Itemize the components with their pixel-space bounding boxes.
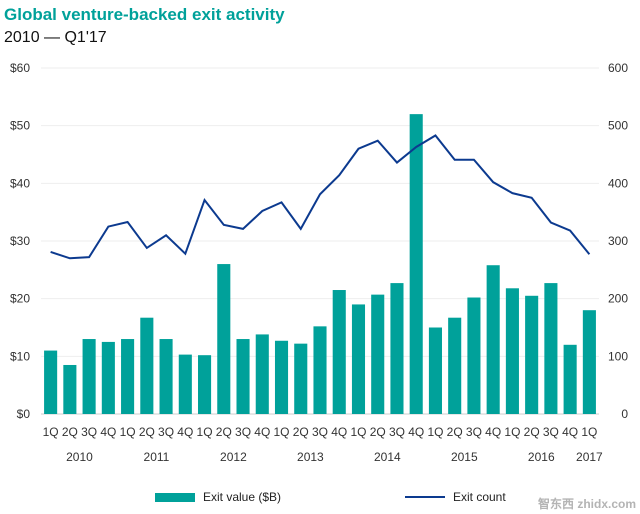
year-label: 2011	[144, 450, 170, 464]
right-tick-label: 500	[608, 119, 628, 133]
bar	[409, 114, 423, 414]
bar	[159, 339, 173, 414]
x-tick-label: 2Q	[216, 425, 232, 439]
x-tick-label: 1Q	[197, 425, 213, 439]
x-tick-label: 1Q	[581, 425, 597, 439]
x-tick-label: 4Q	[562, 425, 578, 439]
bar	[448, 317, 462, 414]
bar	[82, 339, 96, 414]
bar	[140, 317, 154, 414]
legend-swatch-bar	[155, 492, 195, 502]
x-tick-label: 1Q	[43, 425, 59, 439]
legend-label: Exit count	[453, 490, 506, 504]
left-tick-label: $60	[10, 61, 30, 75]
bar	[198, 355, 212, 414]
x-tick-label: 1Q	[120, 425, 136, 439]
x-tick-label: 3Q	[81, 425, 97, 439]
x-tick-label: 4Q	[100, 425, 116, 439]
bar	[313, 326, 327, 414]
year-label: 2015	[451, 450, 478, 464]
right-tick-label: 600	[608, 61, 628, 75]
bar	[274, 340, 289, 414]
left-tick-label: $20	[10, 292, 30, 306]
bar	[563, 344, 577, 414]
x-tick-label: 3Q	[312, 425, 328, 439]
bar	[255, 334, 269, 414]
bar	[525, 295, 539, 414]
legend-item-exit-value: Exit value ($B)	[155, 490, 281, 504]
left-tick-label: $30	[10, 234, 30, 248]
legend-label: Exit value ($B)	[203, 490, 282, 504]
x-tick-label: 1Q	[350, 425, 366, 439]
bar	[544, 283, 558, 414]
x-tick-label: 4Q	[177, 425, 193, 439]
x-tick-label: 4Q	[254, 425, 270, 439]
x-tick-label: 1Q	[427, 425, 443, 439]
bar	[351, 304, 366, 414]
left-tick-label: $50	[10, 119, 30, 133]
bar	[178, 354, 192, 414]
year-label: 2016	[528, 450, 555, 464]
x-tick-label: 2Q	[139, 425, 155, 439]
exit-count-line	[50, 134, 591, 260]
year-label: 2013	[297, 450, 324, 464]
legend-swatch-line	[405, 496, 445, 498]
bar	[332, 290, 346, 414]
year-label: 2017	[576, 450, 603, 464]
right-tick-label: 300	[608, 234, 628, 248]
x-tick-label: 4Q	[408, 425, 424, 439]
bar	[121, 339, 135, 414]
bar	[428, 327, 442, 414]
bar	[101, 341, 115, 414]
x-tick-label: 2Q	[524, 425, 540, 439]
x-tick-label: 3Q	[158, 425, 174, 439]
x-tick-label: 1Q	[504, 425, 520, 439]
x-tick-label: 1Q	[274, 425, 290, 439]
x-tick-label: 3Q	[235, 425, 251, 439]
left-tick-label: $0	[17, 407, 31, 421]
x-tick-label: 2Q	[62, 425, 78, 439]
x-tick-label: 2Q	[447, 425, 463, 439]
bar	[582, 310, 596, 414]
bar	[44, 350, 58, 414]
bar	[63, 364, 77, 414]
bar	[467, 297, 481, 414]
chart-subtitle: 2010 — Q1'17	[4, 29, 107, 46]
x-tick-label: 2Q	[293, 425, 309, 439]
right-tick-label: 0	[621, 407, 628, 421]
right-tick-label: 400	[608, 176, 628, 190]
x-tick-label: 3Q	[466, 425, 482, 439]
bar	[505, 288, 519, 414]
legend-item-exit-count: Exit count	[405, 490, 506, 504]
bar	[217, 264, 231, 414]
x-tick-label: 2Q	[370, 425, 386, 439]
left-tick-label: $10	[10, 349, 30, 363]
bar	[486, 265, 500, 414]
year-label: 2012	[220, 450, 247, 464]
bar	[371, 294, 385, 414]
bar	[294, 343, 308, 414]
x-tick-label: 4Q	[331, 425, 347, 439]
x-tick-label: 4Q	[485, 425, 501, 439]
year-label: 2014	[374, 450, 401, 464]
right-tick-label: 100	[608, 349, 628, 363]
left-tick-label: $40	[10, 176, 30, 190]
x-tick-label: 3Q	[543, 425, 559, 439]
right-tick-label: 200	[608, 292, 628, 306]
year-label: 2010	[66, 450, 93, 464]
watermark: 智东西 zhidx.com	[537, 497, 636, 511]
bar	[390, 283, 404, 414]
x-tick-label: 3Q	[389, 425, 405, 439]
bar	[236, 339, 250, 414]
chart-title: Global venture-backed exit activity	[4, 5, 285, 24]
